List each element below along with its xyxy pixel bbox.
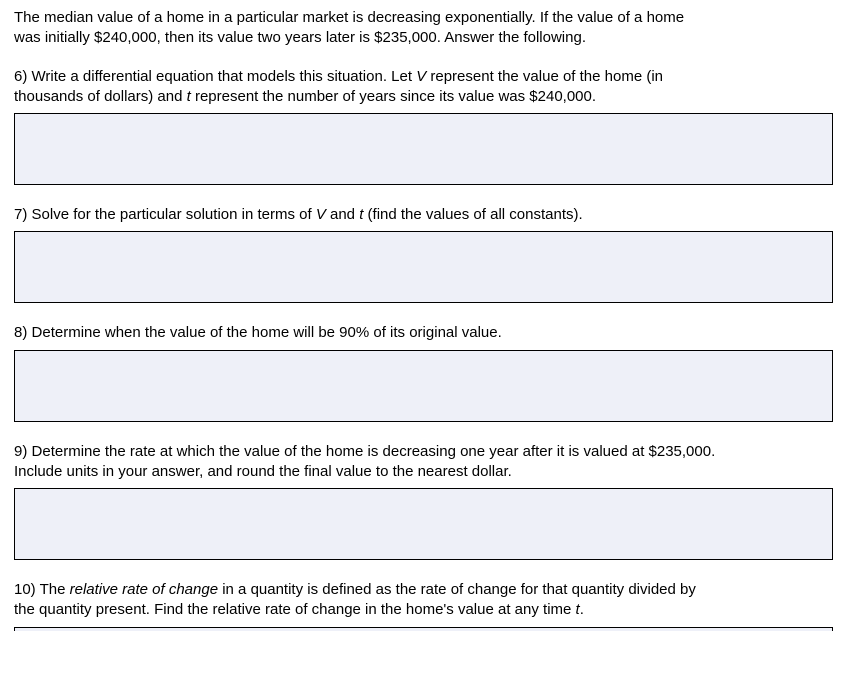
answer-input-10[interactable] — [14, 627, 833, 631]
q6-text-b: represent the value of the home (in — [426, 68, 663, 85]
variable-V: V — [316, 206, 326, 223]
question-number: 7) — [14, 206, 27, 223]
question-number: 9) — [14, 443, 27, 460]
answer-input-8[interactable] — [14, 350, 833, 422]
q10-line2-a: the quantity present. Find the relative … — [14, 601, 576, 618]
question-7: 7) Solve for the particular solution in … — [14, 205, 833, 225]
q10-text-b: in a quantity is defined as the rate of … — [218, 581, 696, 598]
intro-line1: The median value of a home in a particul… — [14, 9, 684, 26]
answer-input-7[interactable] — [14, 231, 833, 303]
answer-input-6[interactable] — [14, 113, 833, 185]
q10-line2-b: . — [580, 601, 584, 618]
relative-rate-phrase: relative rate of change — [70, 581, 218, 598]
q9-line1: Determine the rate at which the value of… — [32, 443, 716, 460]
question-9: 9) Determine the rate at which the value… — [14, 442, 833, 483]
question-8: 8) Determine when the value of the home … — [14, 323, 833, 343]
question-10: 10) The relative rate of change in a qua… — [14, 580, 833, 621]
q7-text-b: and — [326, 206, 359, 223]
q6-text-a: Write a differential equation that model… — [32, 68, 417, 85]
question-number: 8) — [14, 324, 27, 341]
q10-text-a: The — [40, 581, 70, 598]
variable-V: V — [416, 68, 426, 85]
question-number: 10) — [14, 581, 36, 598]
question-6: 6) Write a differential equation that mo… — [14, 67, 833, 108]
answer-input-9[interactable] — [14, 488, 833, 560]
intro-line2: was initially $240,000, then its value t… — [14, 29, 586, 46]
q6-line2-b: represent the number of years since its … — [191, 88, 596, 105]
q7-text-a: Solve for the particular solution in ter… — [32, 206, 316, 223]
question-number: 6) — [14, 68, 27, 85]
problem-intro: The median value of a home in a particul… — [14, 8, 833, 49]
q7-text-c: (find the values of all constants). — [363, 206, 582, 223]
q9-line2: Include units in your answer, and round … — [14, 463, 512, 480]
q8-text: Determine when the value of the home wil… — [32, 324, 502, 341]
q6-line2-a: thousands of dollars) and — [14, 88, 187, 105]
